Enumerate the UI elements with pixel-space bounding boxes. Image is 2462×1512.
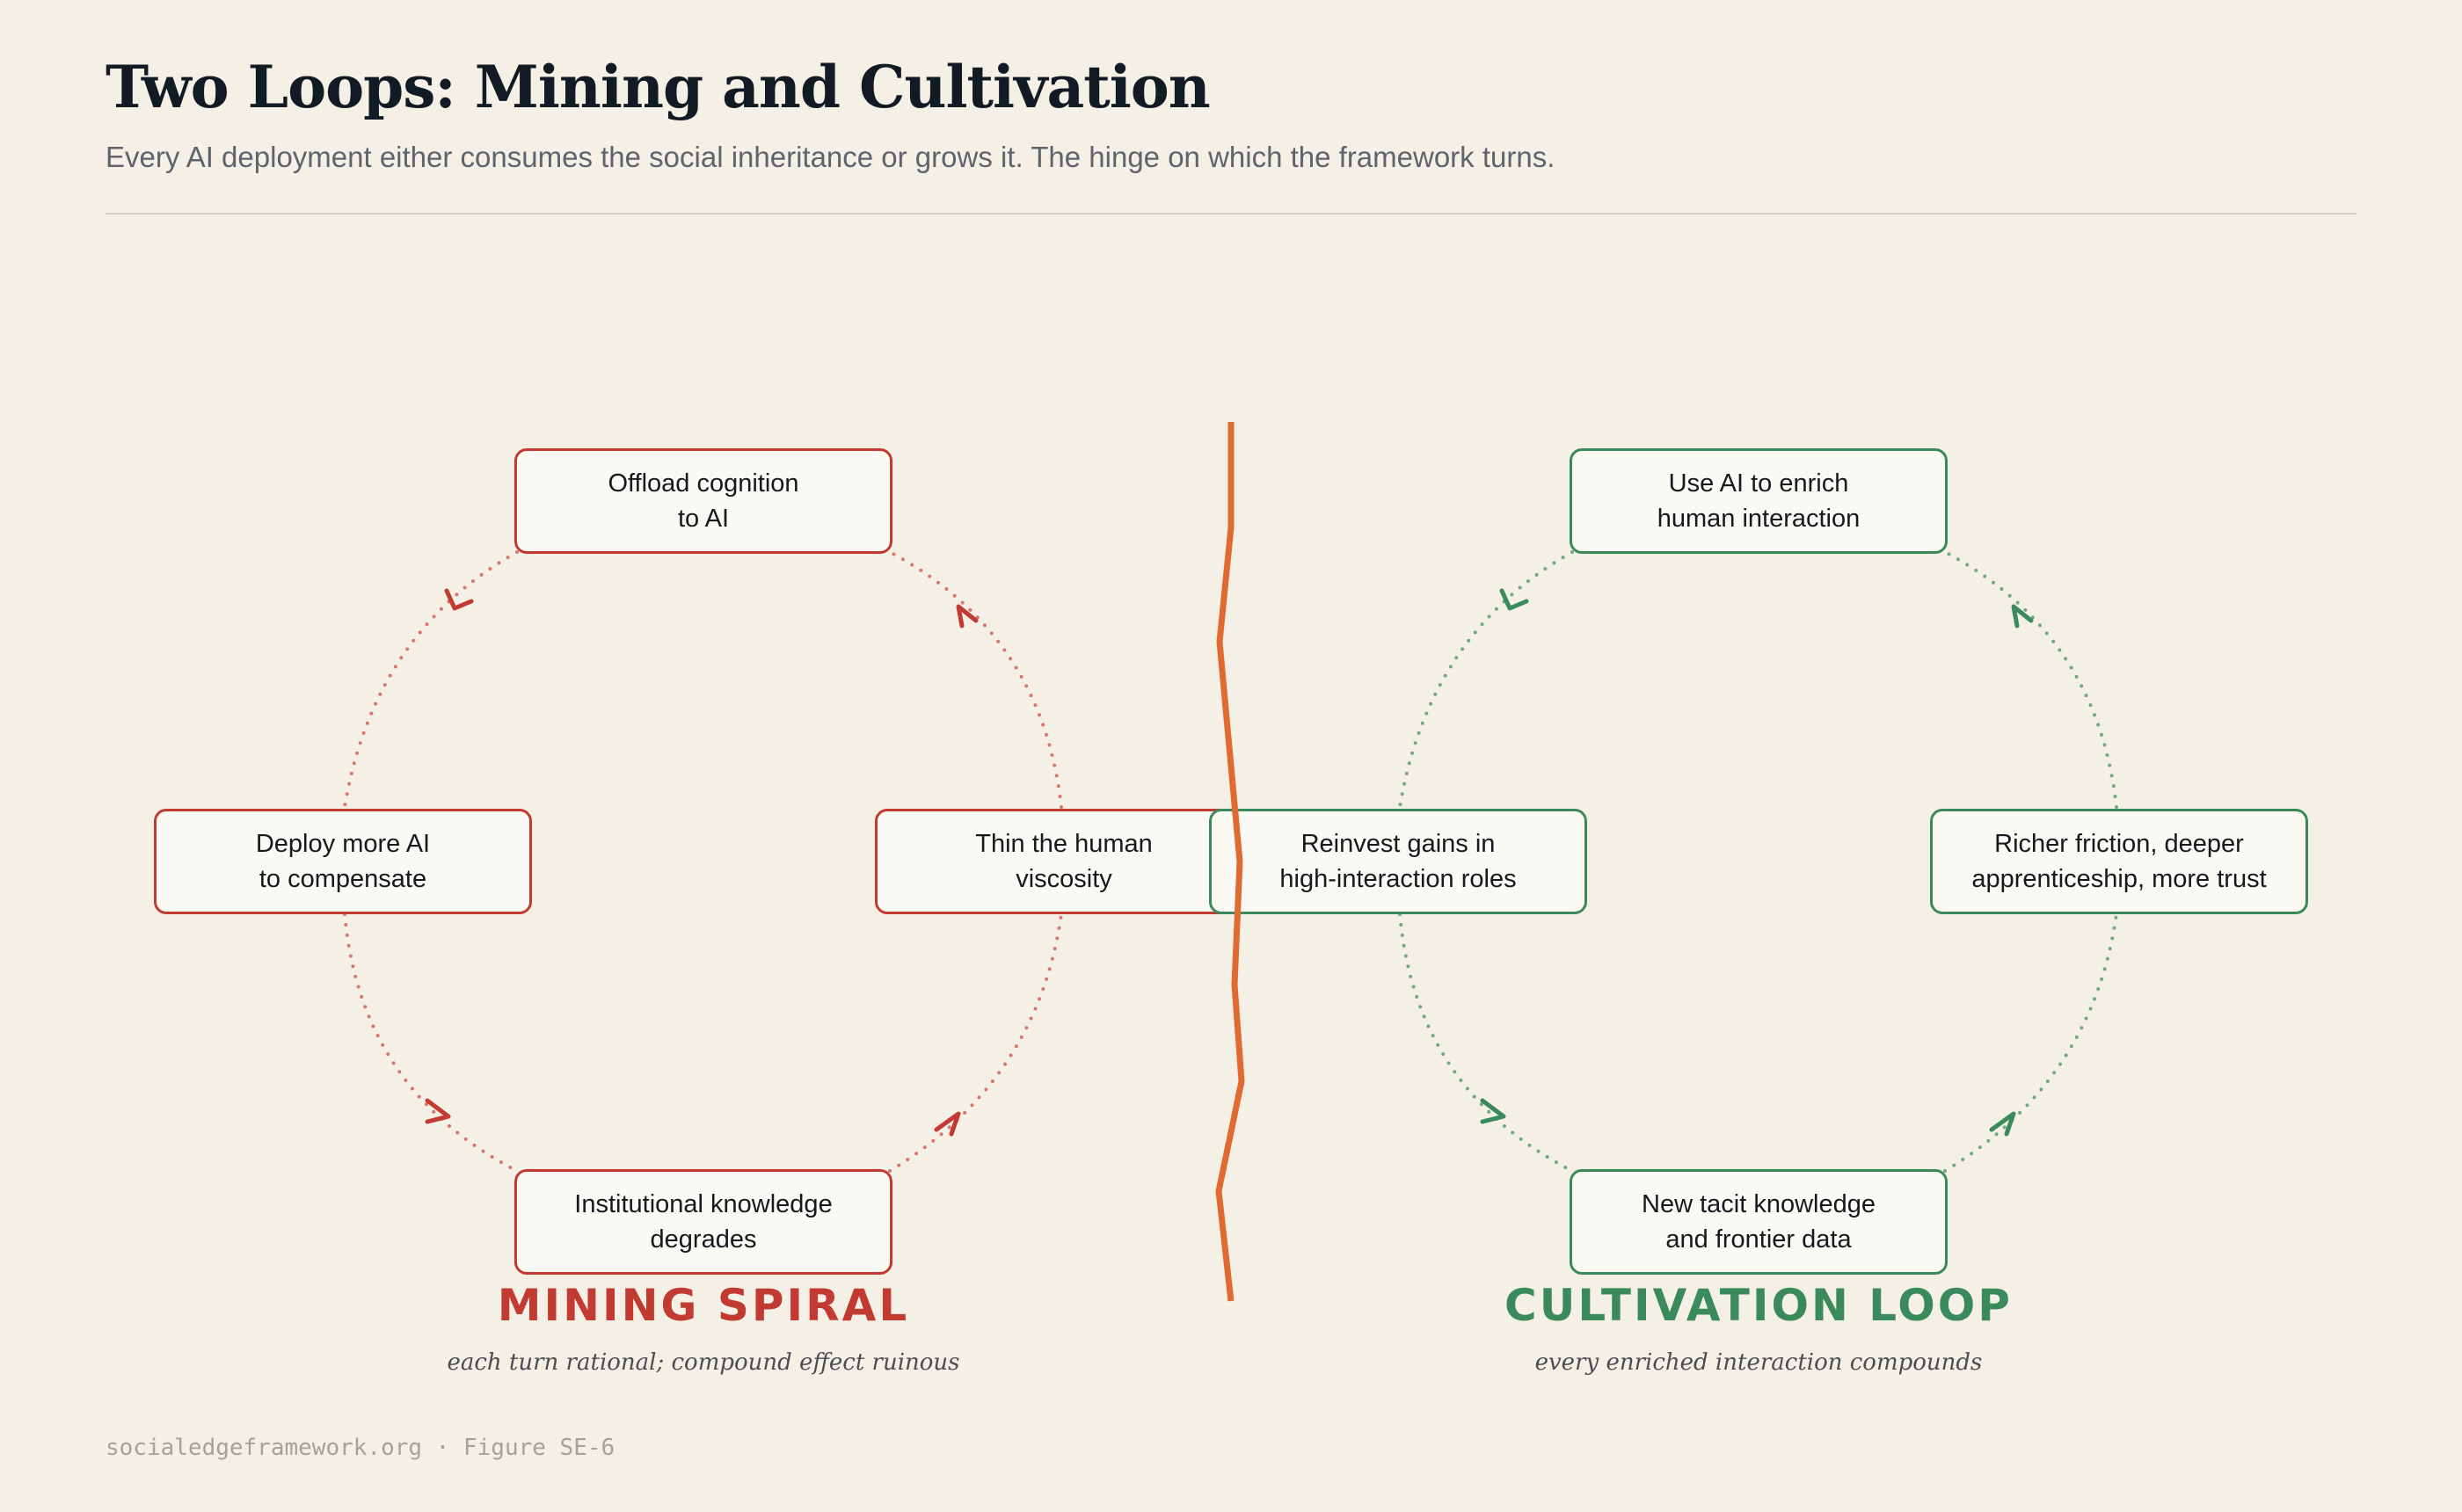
node-line: high-interaction roles <box>1279 865 1517 893</box>
node-line: to AI <box>677 505 730 533</box>
page-subtitle: Every AI deployment either consumes the … <box>106 141 1555 173</box>
cultivation-arrow-1 <box>1499 588 1529 611</box>
node-line: degrades <box>650 1225 757 1254</box>
node-line: Use AI to enrich <box>1668 469 1849 498</box>
node-line: Thin the human <box>975 830 1153 858</box>
cultivation-arc-bottom-right <box>1943 912 2118 1173</box>
cultivation-arrowheads <box>1480 588 2034 1137</box>
node-line: apprenticeship, more trust <box>1971 865 2267 893</box>
cultivation-connectors <box>1398 550 2118 1173</box>
node-line: to compensate <box>259 865 427 893</box>
node-line: Reinvest gains in <box>1300 830 1496 858</box>
cultivation-node-richer-friction: Richer friction, deeper apprenticeship, … <box>1930 809 2308 914</box>
page-title: Two Loops: Mining and Cultivation <box>106 53 1211 121</box>
cultivation-arc-left-bottom <box>1398 912 1574 1173</box>
cultivation-loop-caption: every enriched interaction compounds <box>1534 1349 1983 1376</box>
mining-node-thin-viscosity: Thin the human viscosity <box>875 809 1253 914</box>
mining-node-deploy-more-ai: Deploy more AI to compensate <box>154 809 532 914</box>
node-line: Richer friction, deeper <box>1994 830 2244 858</box>
cultivation-arc-right-top <box>1943 550 2118 809</box>
cultivation-node-tacit-knowledge: New tacit knowledge and frontier data <box>1570 1169 1948 1275</box>
node-line: Offload cognition <box>608 469 799 498</box>
cultivation-loop-label: CULTIVATION LOOP <box>1504 1280 2013 1331</box>
node-line: Institutional knowledge <box>574 1190 833 1218</box>
figure-credit: socialedgeframework.org · Figure SE-6 <box>106 1435 616 1461</box>
mining-node-offload-cognition: Offload cognition to AI <box>514 448 892 554</box>
mining-arrow-3 <box>934 1111 961 1137</box>
node-line: Deploy more AI <box>255 830 431 858</box>
cultivation-arrow-2 <box>1480 1098 1506 1124</box>
cultivation-arrow-3 <box>1989 1111 2016 1137</box>
mining-spiral-caption: each turn rational; compound effect ruin… <box>447 1349 960 1376</box>
node-line: human interaction <box>1657 505 1861 533</box>
node-line: New tacit knowledge <box>1642 1190 1876 1218</box>
mining-arc-top-left <box>343 550 519 809</box>
mining-arc-right-top <box>888 550 1063 809</box>
mining-arrow-2 <box>425 1098 451 1124</box>
cultivation-node-enrich-interaction: Use AI to enrich human interaction <box>1570 448 1948 554</box>
cultivation-arc-top-left <box>1398 550 1574 809</box>
mining-arrow-4 <box>956 604 979 629</box>
mining-node-knowledge-degrades: Institutional knowledge degrades <box>514 1169 892 1275</box>
node-line: viscosity <box>1016 865 1112 893</box>
cultivation-arrow-4 <box>2011 604 2034 629</box>
mining-arrow-1 <box>444 588 474 611</box>
mining-connectors <box>343 550 1063 1173</box>
mining-arc-left-bottom <box>343 912 519 1173</box>
cultivation-node-reinvest-gains: Reinvest gains in high-interaction roles <box>1209 809 1587 914</box>
header-divider <box>106 213 2356 214</box>
node-line: and frontier data <box>1665 1225 1852 1254</box>
mining-arc-bottom-right <box>888 912 1063 1173</box>
mining-arrowheads <box>425 588 979 1137</box>
mining-spiral-label: MINING SPIRAL <box>497 1280 910 1331</box>
